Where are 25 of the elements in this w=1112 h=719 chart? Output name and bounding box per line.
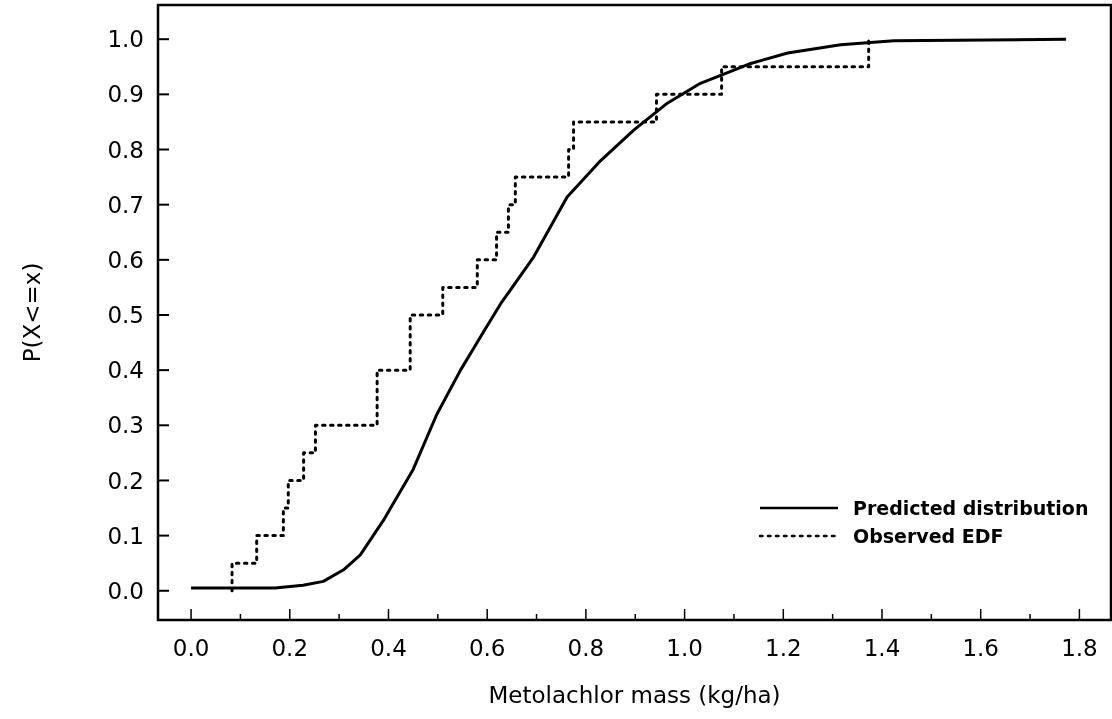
x-tick-label: 0.8 [567, 635, 605, 661]
x-tick-label: 0.2 [271, 635, 309, 661]
x-tick-label: 1.0 [666, 635, 703, 661]
x-tick-label: 1.6 [962, 635, 999, 661]
y-tick-label: 0.9 [107, 81, 144, 108]
x-tick-label: 0.0 [172, 635, 210, 661]
x-tick-label: 0.4 [370, 635, 407, 661]
x-tick-label: 1.2 [765, 635, 802, 661]
x-tick-label: 0.6 [468, 635, 506, 661]
y-tick-label: 0.2 [107, 467, 144, 494]
y-tick-label: 1.0 [107, 26, 144, 53]
x-tick-label: 1.8 [1061, 635, 1098, 661]
y-tick-label: 0.7 [107, 191, 144, 218]
y-tick-label: 0.4 [107, 357, 144, 384]
y-tick-label: 0.0 [107, 577, 144, 604]
y-tick-label: 0.1 [107, 522, 144, 549]
legend-label: Predicted distribution [853, 496, 1089, 519]
y-tick-label: 0.5 [107, 302, 144, 329]
y-tick-label: 0.6 [107, 246, 144, 273]
y-tick-label: 0.8 [107, 136, 144, 163]
x-axis-title: Metolachlor mass (kg/ha) [488, 682, 781, 708]
legend-label: Observed EDF [853, 524, 1004, 547]
y-tick-label: 0.3 [107, 412, 144, 439]
x-tick-label: 1.4 [863, 635, 901, 661]
y-axis-title: P(X<=x) [19, 262, 45, 363]
